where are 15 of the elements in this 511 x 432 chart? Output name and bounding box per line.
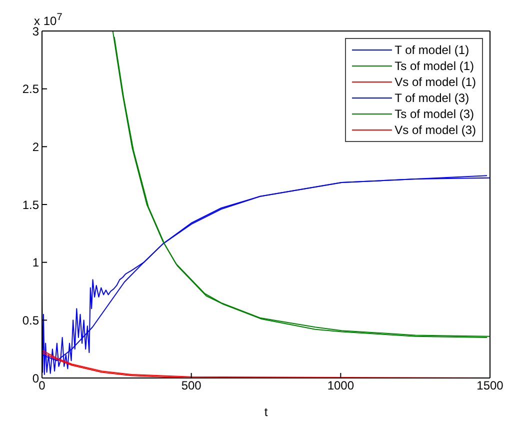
y-tick-label: 2	[32, 140, 40, 154]
legend-label: Vs of model (1)	[394, 74, 476, 90]
y-tick-label: 1	[32, 256, 40, 270]
legend-label: Ts of model (3)	[394, 106, 474, 122]
legend-label: Vs of model (3)	[394, 122, 476, 138]
legend-label: T of model (1)	[394, 42, 470, 58]
y-tick-label: 0.5	[22, 313, 40, 328]
x-tick-label: 1500	[476, 378, 504, 393]
x-axis-title: t	[264, 405, 268, 419]
legend-label: T of model (3)	[394, 90, 470, 106]
y-tick-label: 1.5	[22, 198, 40, 212]
y-tick-label: 2.5	[22, 82, 40, 96]
x-tick-label: 1000	[327, 378, 354, 393]
legend-label: Ts of model (1)	[394, 58, 474, 74]
x-tick-label: 500	[181, 378, 202, 393]
